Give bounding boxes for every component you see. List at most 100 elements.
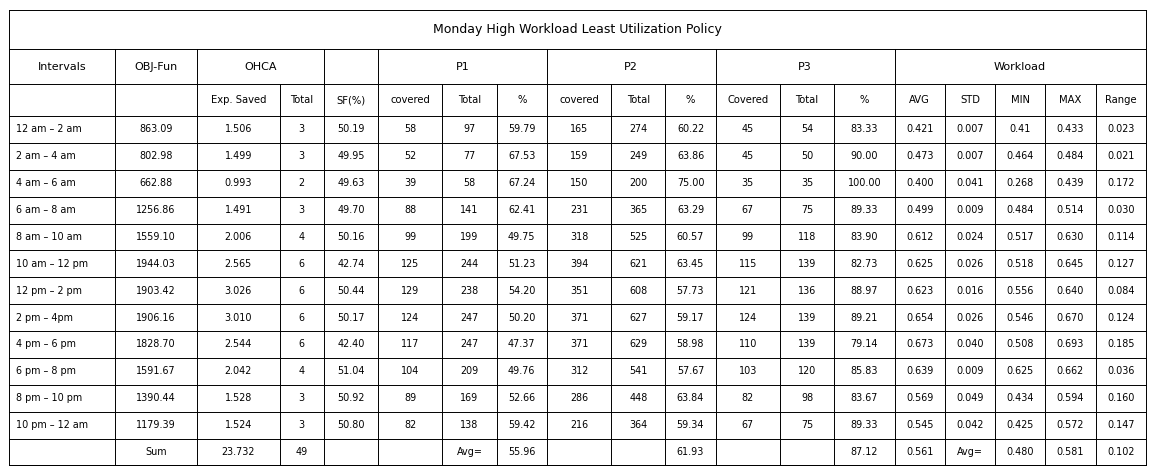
Text: 121: 121 — [739, 286, 757, 296]
Text: 42.74: 42.74 — [337, 259, 365, 269]
Text: 1828.70: 1828.70 — [136, 339, 176, 349]
Text: 0.518: 0.518 — [1006, 259, 1034, 269]
Text: 0.662: 0.662 — [1057, 366, 1083, 376]
Text: 82.73: 82.73 — [851, 259, 878, 269]
Text: 87.12: 87.12 — [851, 447, 878, 457]
Text: 0.673: 0.673 — [906, 339, 933, 349]
Text: 88: 88 — [404, 205, 416, 215]
Text: 165: 165 — [569, 125, 588, 135]
Text: 0.645: 0.645 — [1057, 259, 1085, 269]
Text: 0.434: 0.434 — [1006, 393, 1034, 403]
Text: 79.14: 79.14 — [850, 339, 878, 349]
Text: 0.517: 0.517 — [1006, 232, 1034, 242]
Text: 286: 286 — [569, 393, 588, 403]
Text: 0.572: 0.572 — [1057, 420, 1085, 430]
Text: 0.569: 0.569 — [906, 393, 933, 403]
Text: 8 pm – 10 pm: 8 pm – 10 pm — [16, 393, 82, 403]
Text: 12 am – 2 am: 12 am – 2 am — [16, 125, 82, 135]
Text: 83.33: 83.33 — [850, 125, 878, 135]
Text: P2: P2 — [625, 62, 639, 72]
Text: 0.021: 0.021 — [1106, 151, 1134, 161]
Text: 0.439: 0.439 — [1057, 178, 1085, 188]
Text: 50: 50 — [800, 151, 813, 161]
Text: 0.993: 0.993 — [224, 178, 252, 188]
Text: 89.33: 89.33 — [850, 420, 878, 430]
Text: 247: 247 — [461, 339, 478, 349]
Text: 97: 97 — [463, 125, 476, 135]
Text: 608: 608 — [629, 286, 648, 296]
Text: 136: 136 — [798, 286, 817, 296]
Text: 1.506: 1.506 — [225, 125, 252, 135]
Text: 50.19: 50.19 — [337, 125, 365, 135]
Text: 1.524: 1.524 — [225, 420, 252, 430]
Text: 0.693: 0.693 — [1057, 339, 1085, 349]
Text: 0.556: 0.556 — [1006, 286, 1034, 296]
Text: 57.67: 57.67 — [677, 366, 705, 376]
Text: 57.73: 57.73 — [677, 286, 705, 296]
Text: 77: 77 — [463, 151, 476, 161]
Text: 0.581: 0.581 — [1057, 447, 1085, 457]
Text: MIN: MIN — [1011, 95, 1029, 105]
Text: 629: 629 — [629, 339, 647, 349]
Text: 49.95: 49.95 — [337, 151, 365, 161]
Text: 394: 394 — [569, 259, 588, 269]
Text: 2.006: 2.006 — [225, 232, 252, 242]
Text: 125: 125 — [401, 259, 419, 269]
Text: 104: 104 — [401, 366, 419, 376]
Text: 124: 124 — [739, 313, 757, 323]
Text: 3.026: 3.026 — [225, 286, 252, 296]
Text: Avg=: Avg= — [956, 447, 983, 457]
Text: 0.026: 0.026 — [956, 313, 984, 323]
Text: 0.007: 0.007 — [956, 125, 984, 135]
Text: 448: 448 — [629, 393, 648, 403]
Text: 1256.86: 1256.86 — [136, 205, 176, 215]
Text: 0.421: 0.421 — [906, 125, 933, 135]
Text: 0.127: 0.127 — [1106, 259, 1134, 269]
Text: 67.53: 67.53 — [508, 151, 536, 161]
Text: 0.268: 0.268 — [1006, 178, 1034, 188]
Text: 99: 99 — [742, 232, 754, 242]
Text: 67: 67 — [742, 420, 754, 430]
Text: 89: 89 — [404, 393, 416, 403]
Text: 49.76: 49.76 — [508, 366, 536, 376]
Text: 6: 6 — [299, 286, 305, 296]
Text: 90.00: 90.00 — [850, 151, 878, 161]
Text: 159: 159 — [569, 151, 588, 161]
Text: 1.499: 1.499 — [224, 151, 252, 161]
Text: 82: 82 — [742, 393, 754, 403]
Text: 525: 525 — [629, 232, 648, 242]
Text: 0.400: 0.400 — [906, 178, 933, 188]
Text: 0.670: 0.670 — [1057, 313, 1085, 323]
Text: 139: 139 — [798, 259, 817, 269]
Text: 4: 4 — [299, 232, 305, 242]
Text: 54: 54 — [800, 125, 813, 135]
Text: 83.90: 83.90 — [850, 232, 878, 242]
Text: 6: 6 — [299, 339, 305, 349]
Text: 8 am – 10 am: 8 am – 10 am — [16, 232, 82, 242]
Text: 199: 199 — [461, 232, 478, 242]
Text: 0.41: 0.41 — [1009, 125, 1030, 135]
Text: 371: 371 — [569, 339, 588, 349]
Text: Avg=: Avg= — [456, 447, 483, 457]
Text: 0.640: 0.640 — [1057, 286, 1085, 296]
Text: 42.40: 42.40 — [337, 339, 365, 349]
Text: 63.29: 63.29 — [677, 205, 705, 215]
Text: 1390.44: 1390.44 — [136, 393, 176, 403]
Text: 50.44: 50.44 — [337, 286, 365, 296]
Text: 247: 247 — [461, 313, 478, 323]
Text: 2 pm – 4pm: 2 pm – 4pm — [16, 313, 73, 323]
Text: 200: 200 — [629, 178, 648, 188]
Text: 58.98: 58.98 — [677, 339, 705, 349]
Text: 50.20: 50.20 — [508, 313, 536, 323]
Text: P3: P3 — [798, 62, 812, 72]
Text: Total: Total — [290, 95, 313, 105]
Text: 23.732: 23.732 — [222, 447, 255, 457]
Text: %: % — [859, 95, 869, 105]
Text: 0.484: 0.484 — [1006, 205, 1034, 215]
Text: 3.010: 3.010 — [224, 313, 252, 323]
Text: 0.160: 0.160 — [1106, 393, 1134, 403]
Text: 0.016: 0.016 — [956, 286, 984, 296]
Text: 10 am – 12 pm: 10 am – 12 pm — [16, 259, 88, 269]
Text: 1903.42: 1903.42 — [136, 286, 176, 296]
Text: 1559.10: 1559.10 — [136, 232, 176, 242]
